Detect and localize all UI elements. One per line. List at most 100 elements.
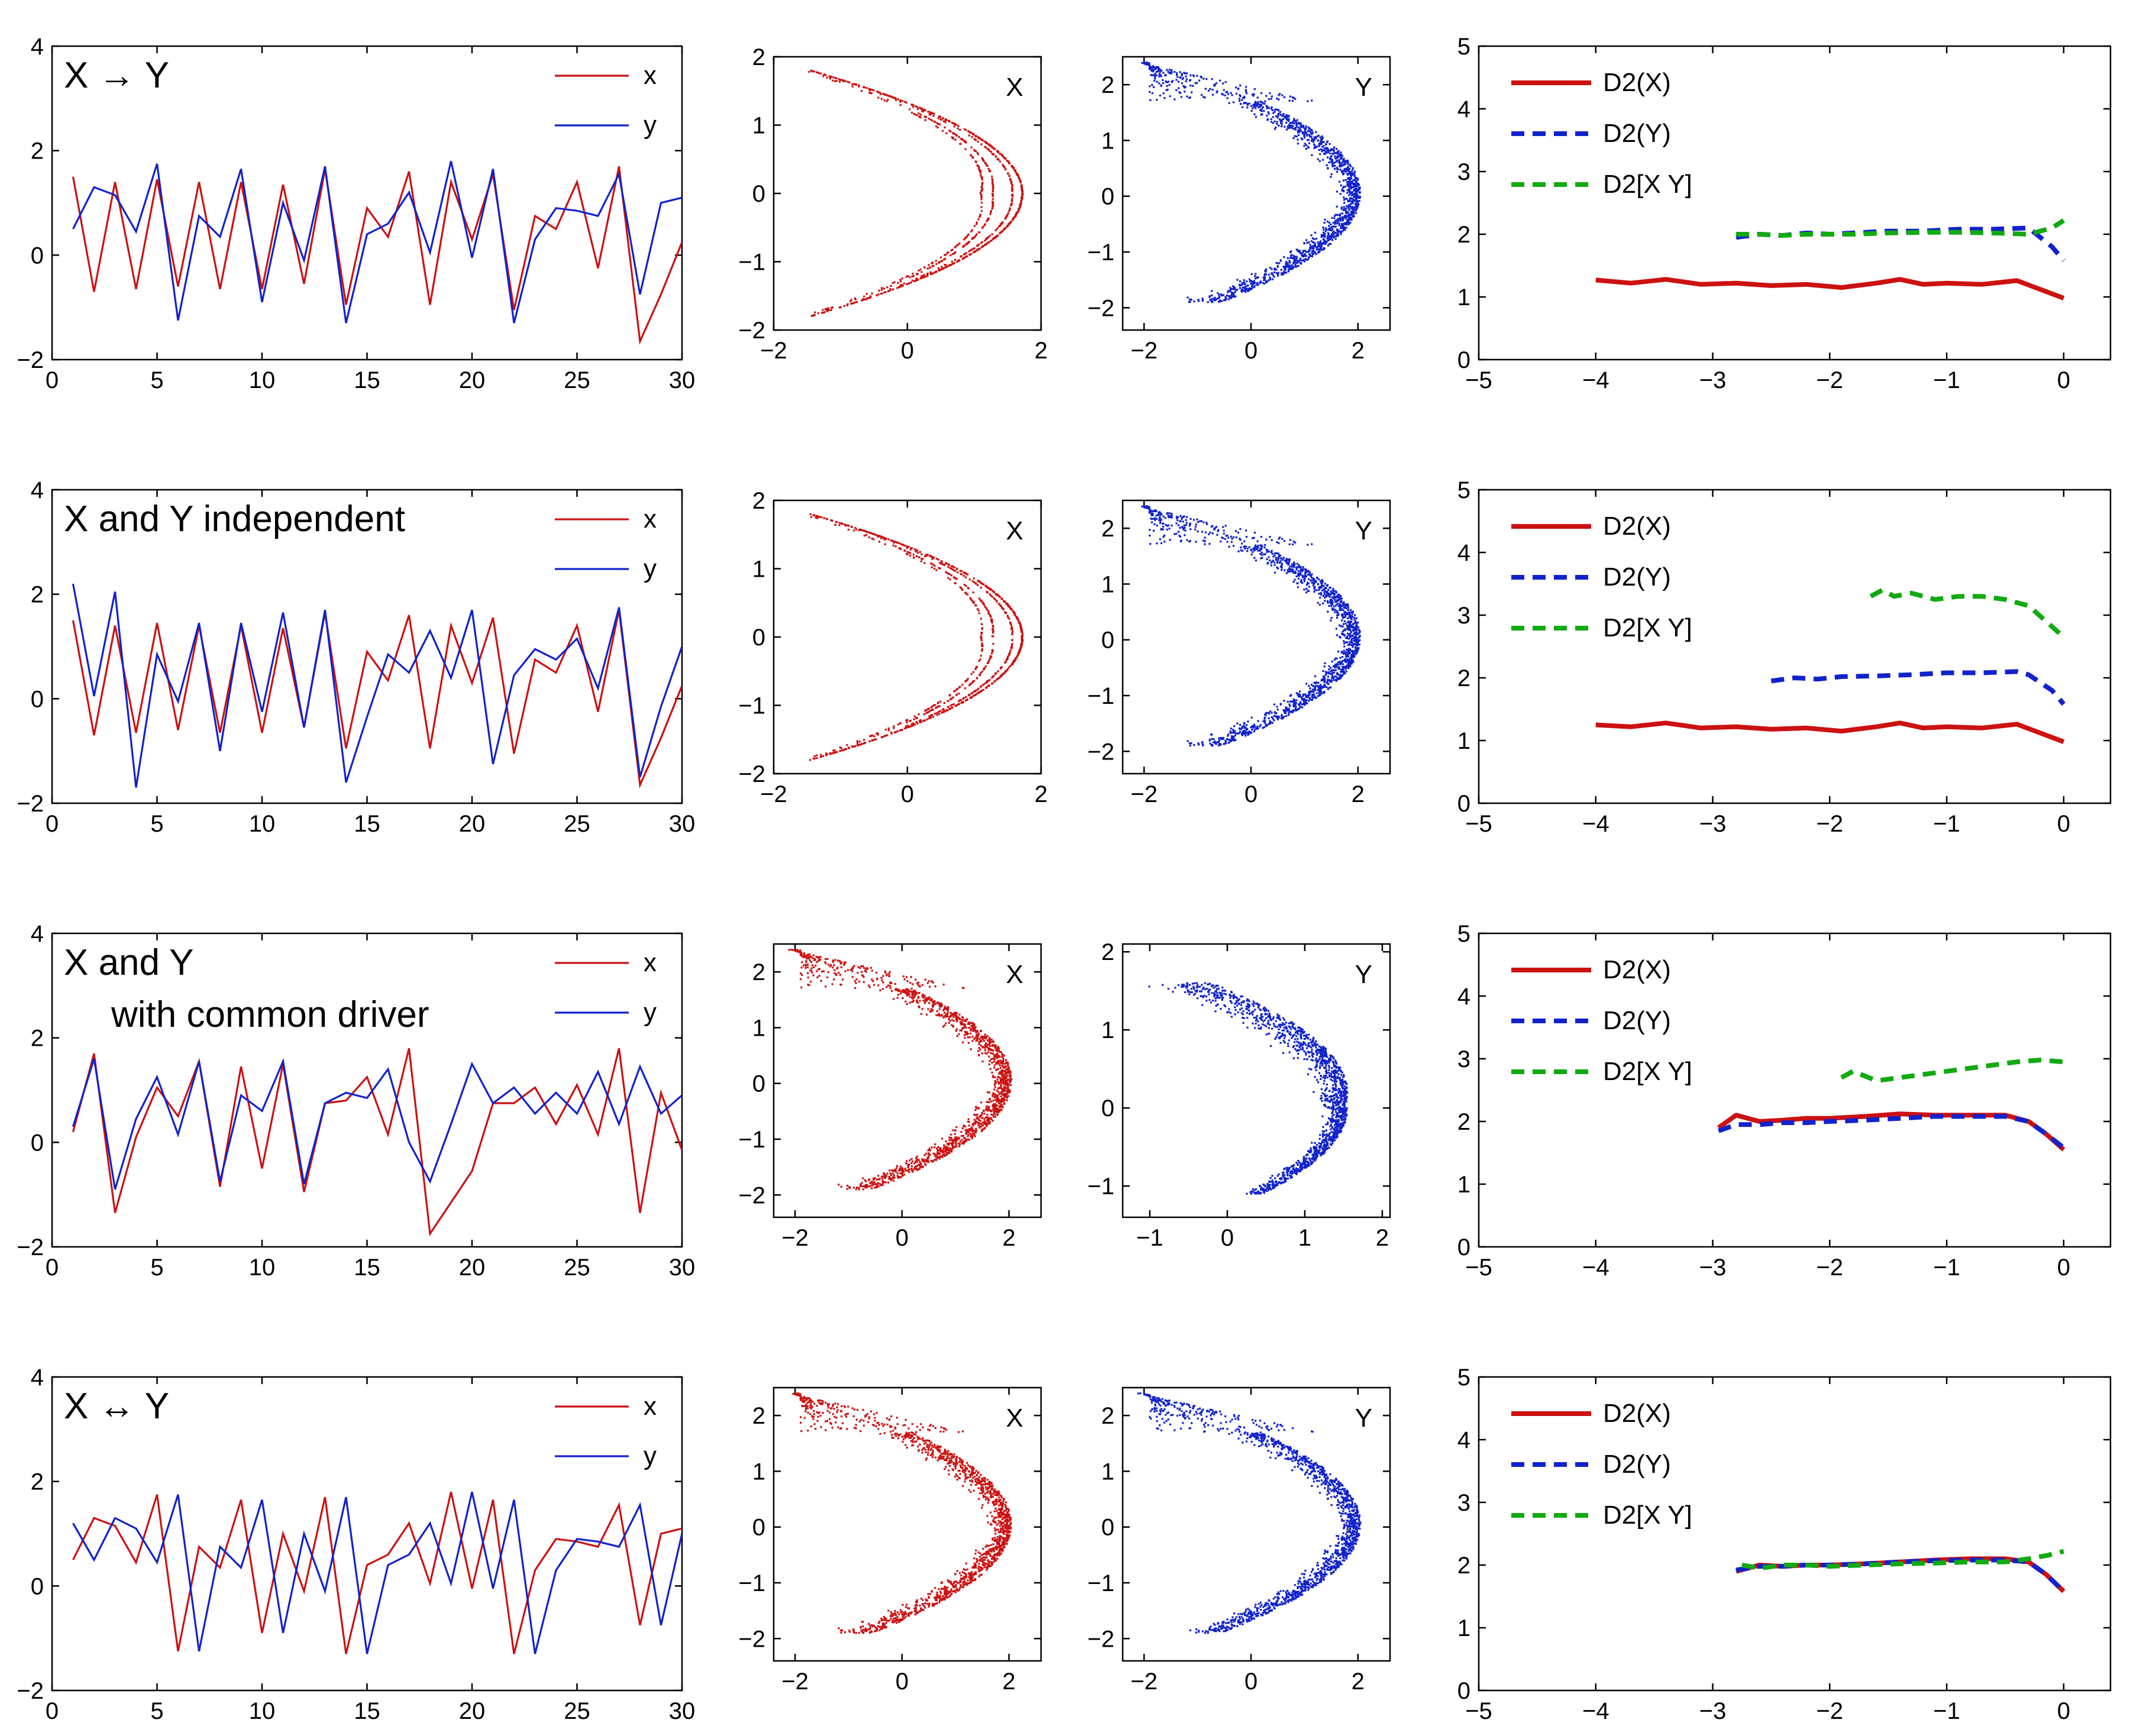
scatter-point bbox=[875, 738, 877, 741]
scatter-point bbox=[948, 130, 951, 132]
scatter-point bbox=[981, 184, 983, 187]
scatter-point bbox=[1160, 75, 1162, 77]
scatter-point bbox=[964, 128, 966, 130]
scatter-point bbox=[859, 743, 862, 746]
scatter-point bbox=[1259, 548, 1261, 551]
scatter-point bbox=[1019, 203, 1021, 206]
scatter-point bbox=[1236, 289, 1239, 291]
scatter-point bbox=[1342, 189, 1345, 192]
scatter-point bbox=[1160, 519, 1162, 521]
scatter-point bbox=[1203, 521, 1205, 523]
scatter-point bbox=[1192, 75, 1195, 77]
scatter-point bbox=[952, 122, 955, 124]
scatter-point bbox=[1320, 138, 1323, 140]
scatter-point bbox=[1327, 678, 1329, 681]
scatter-point bbox=[1249, 287, 1251, 290]
scatter-point bbox=[1307, 138, 1310, 141]
scatter-point bbox=[1246, 103, 1249, 105]
scatter-point bbox=[1287, 125, 1289, 128]
scatter-point bbox=[1330, 223, 1332, 225]
scatter-point bbox=[1220, 293, 1222, 296]
scatter-point bbox=[1263, 722, 1266, 724]
scatter-point bbox=[1230, 292, 1233, 294]
scatter-point bbox=[1154, 519, 1156, 521]
scatter-point bbox=[1324, 590, 1327, 593]
scatter-point bbox=[1197, 299, 1200, 301]
scatter-point bbox=[1162, 72, 1165, 74]
scatter-point bbox=[912, 724, 914, 726]
scatter-point bbox=[1312, 584, 1315, 587]
scatter-point bbox=[1305, 591, 1308, 594]
scatter-point bbox=[889, 288, 891, 290]
scatter-point bbox=[892, 544, 894, 547]
scatter-point bbox=[935, 260, 937, 262]
scatter-point bbox=[1344, 667, 1347, 669]
scatter-point bbox=[1331, 671, 1334, 674]
scatter-point bbox=[928, 113, 930, 115]
scatter-point bbox=[1240, 728, 1243, 730]
scatter-point bbox=[1277, 115, 1279, 117]
scatter-point bbox=[971, 696, 973, 698]
scatter-point bbox=[1343, 671, 1346, 674]
scatter-point bbox=[964, 572, 967, 574]
scatter-point bbox=[1311, 250, 1314, 252]
scatter-point bbox=[911, 275, 913, 278]
scatter-point bbox=[1218, 79, 1221, 82]
scatter-point bbox=[1016, 618, 1019, 620]
scatter-point bbox=[1333, 608, 1336, 610]
scatter-point bbox=[1231, 732, 1233, 734]
scatter-point bbox=[1226, 541, 1229, 543]
scatter-point bbox=[1306, 702, 1308, 704]
scatter-point bbox=[919, 106, 921, 109]
scatter-point bbox=[977, 244, 979, 247]
scatter-point bbox=[1314, 245, 1316, 247]
scatter-point bbox=[991, 675, 994, 678]
scatter-point bbox=[981, 670, 984, 673]
scatter-point bbox=[1329, 596, 1331, 598]
scatter-point bbox=[1349, 192, 1352, 195]
scatter-point bbox=[1320, 247, 1323, 250]
scatter-point bbox=[1288, 115, 1290, 117]
scatter-point bbox=[901, 729, 903, 731]
scatter-point bbox=[1331, 670, 1333, 672]
scatter-point bbox=[1304, 573, 1306, 576]
row-1-attractor-Y-x-tick-label: 0 bbox=[1245, 781, 1258, 807]
scatter-point bbox=[1263, 276, 1266, 279]
scatter-point bbox=[929, 111, 931, 114]
scatter-point bbox=[1294, 256, 1297, 258]
scatter-point bbox=[1241, 106, 1244, 108]
scatter-point bbox=[1266, 114, 1268, 117]
scatter-point bbox=[1292, 254, 1295, 257]
scatter-point bbox=[1339, 607, 1342, 609]
scatter-point bbox=[1273, 271, 1276, 273]
scatter-point bbox=[984, 224, 986, 226]
scatter-point bbox=[1273, 719, 1275, 722]
scatter-point bbox=[843, 523, 846, 526]
scatter-point bbox=[927, 707, 930, 710]
scatter-point bbox=[1305, 683, 1308, 685]
scatter-point bbox=[1020, 189, 1023, 191]
scatter-point bbox=[901, 100, 904, 102]
scatter-point bbox=[1342, 227, 1344, 229]
scatter-point bbox=[958, 136, 961, 138]
scatter-point bbox=[1336, 657, 1338, 660]
scatter-point bbox=[834, 523, 836, 526]
scatter-point bbox=[1254, 726, 1256, 728]
scatter-point bbox=[1310, 136, 1312, 138]
scatter-point bbox=[987, 164, 989, 167]
scatter-point bbox=[1333, 153, 1335, 155]
scatter-point bbox=[952, 263, 954, 265]
scatter-point bbox=[1205, 78, 1208, 80]
scatter-point bbox=[1317, 583, 1320, 585]
scatter-point bbox=[1357, 626, 1359, 629]
scatter-point bbox=[1335, 604, 1337, 607]
scatter-point bbox=[1281, 123, 1283, 125]
scatter-point bbox=[1302, 251, 1304, 254]
scatter-point bbox=[1230, 735, 1233, 738]
scatter-point bbox=[1252, 726, 1255, 729]
scatter-point bbox=[972, 680, 974, 683]
scatter-point bbox=[1005, 612, 1007, 615]
scatter-point bbox=[1263, 283, 1265, 285]
scatter-point bbox=[1349, 177, 1351, 180]
